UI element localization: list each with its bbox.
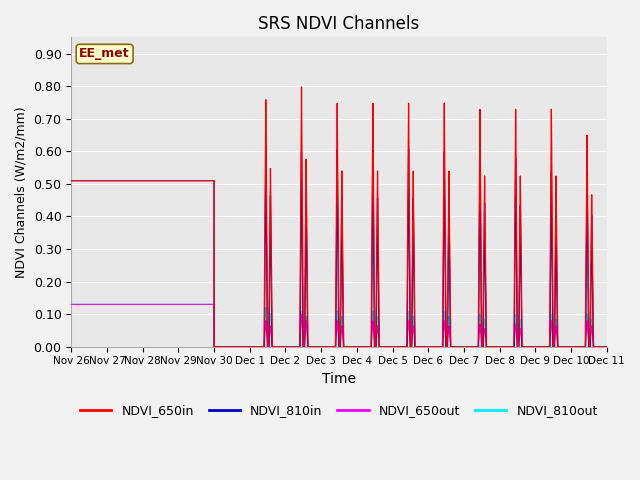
Title: SRS NDVI Channels: SRS NDVI Channels — [259, 15, 420, 33]
Y-axis label: NDVI Channels (W/m2/mm): NDVI Channels (W/m2/mm) — [15, 106, 28, 278]
X-axis label: Time: Time — [322, 372, 356, 386]
Text: EE_met: EE_met — [79, 48, 130, 60]
Legend: NDVI_650in, NDVI_810in, NDVI_650out, NDVI_810out: NDVI_650in, NDVI_810in, NDVI_650out, NDV… — [76, 399, 603, 422]
